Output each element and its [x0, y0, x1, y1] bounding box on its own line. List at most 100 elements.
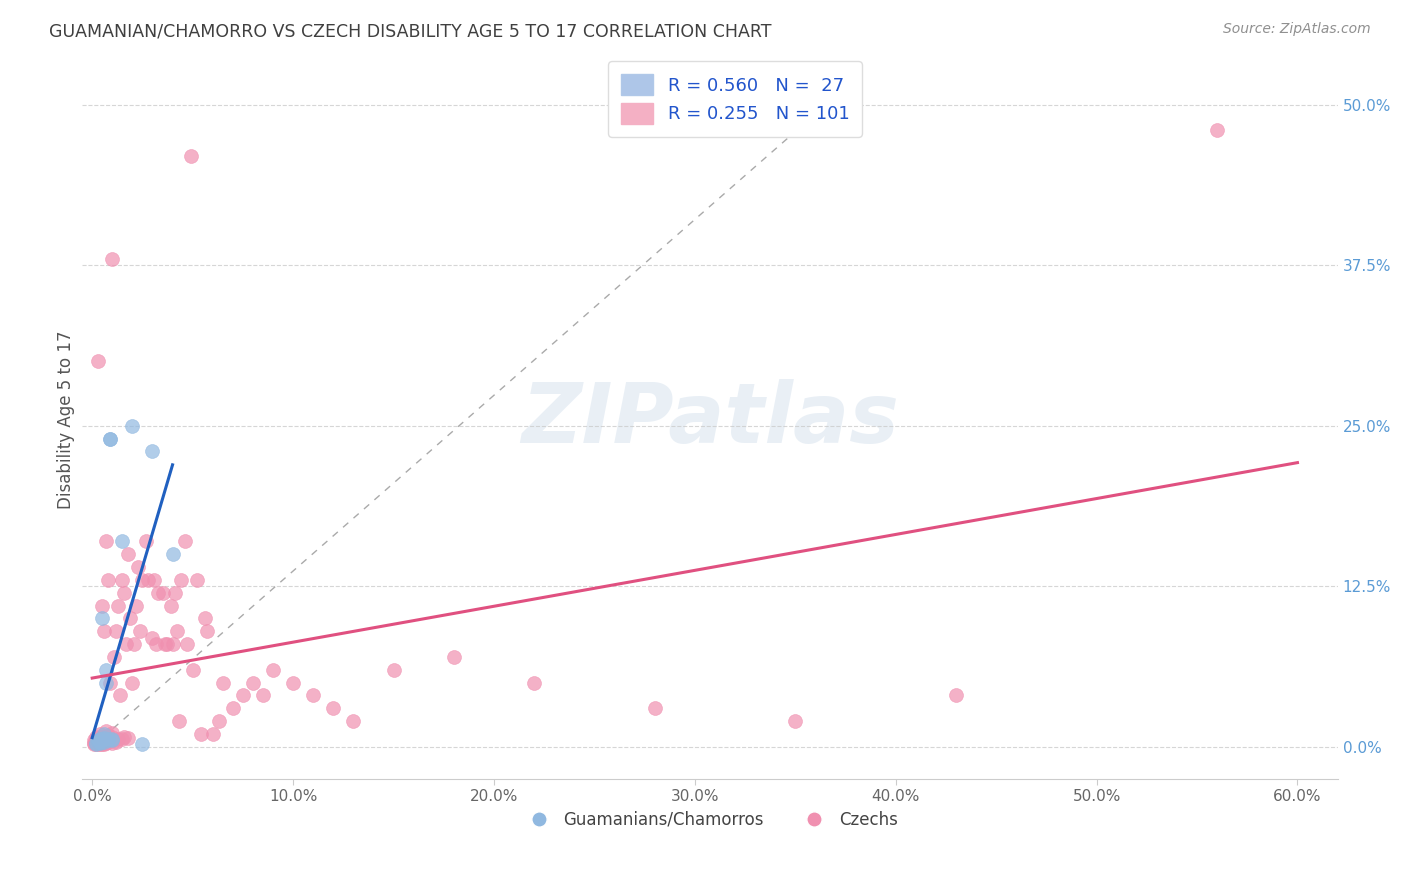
Point [89, 737, 111, 751]
Point [89, 734, 111, 748]
Point [87, 736, 110, 750]
Point [141, 631, 163, 645]
Point [96, 663, 118, 677]
Point [87, 737, 110, 751]
Point [83, 737, 105, 751]
Point [195, 624, 218, 639]
Point [93, 731, 115, 745]
Point [125, 599, 148, 613]
Point [121, 418, 143, 433]
Point [89, 734, 111, 748]
Point [84, 737, 107, 751]
Point [382, 663, 405, 677]
Point [97, 732, 120, 747]
Point [152, 585, 174, 599]
Point [194, 611, 217, 625]
Point [201, 727, 224, 741]
Point [176, 637, 198, 651]
Point [84, 736, 107, 750]
Point [180, 149, 202, 163]
Point [181, 663, 204, 677]
Point [101, 725, 124, 739]
Point [163, 585, 186, 599]
Point [138, 573, 160, 587]
Point [87, 354, 110, 368]
Point [232, 689, 254, 703]
Point [96, 724, 118, 739]
Point [127, 560, 149, 574]
Point [120, 611, 142, 625]
Point [91, 733, 114, 747]
Point [124, 637, 146, 651]
Point [89, 732, 111, 747]
Point [162, 637, 184, 651]
Point [208, 714, 231, 728]
Point [111, 732, 134, 747]
Point [1206, 123, 1229, 137]
Point [101, 252, 124, 266]
Point [93, 734, 115, 748]
Point [83, 733, 105, 747]
Point [190, 727, 212, 741]
Point [143, 573, 166, 587]
Point [105, 624, 128, 639]
Point [111, 573, 134, 587]
Point [117, 731, 139, 745]
Point [93, 734, 115, 748]
Point [302, 689, 325, 703]
Point [121, 675, 143, 690]
Point [148, 585, 170, 599]
Point [89, 730, 111, 744]
Point [186, 573, 208, 587]
Point [96, 675, 118, 690]
Point [98, 432, 121, 446]
Point [91, 730, 114, 744]
Point [252, 689, 274, 703]
Point [93, 737, 115, 751]
Point [89, 732, 111, 747]
Point [153, 637, 176, 651]
Text: ZIPatlas: ZIPatlas [522, 379, 898, 459]
Point [96, 534, 118, 549]
Text: GUAMANIAN/CHAMORRO VS CZECH DISABILITY AGE 5 TO 17 CORRELATION CHART: GUAMANIAN/CHAMORRO VS CZECH DISABILITY A… [49, 22, 772, 40]
Point [96, 730, 118, 744]
Point [322, 701, 344, 715]
Point [98, 675, 121, 690]
Point [101, 736, 124, 750]
Point [83, 736, 105, 750]
Point [101, 733, 124, 747]
Point [785, 714, 807, 728]
Point [945, 689, 967, 703]
Point [101, 732, 124, 747]
Point [87, 733, 110, 747]
Point [91, 599, 114, 613]
Point [98, 432, 121, 446]
Legend: Guamanians/Chamorros, Czechs: Guamanians/Chamorros, Czechs [515, 804, 904, 835]
Point [103, 649, 125, 664]
Point [131, 573, 153, 587]
Point [112, 730, 135, 744]
Point [211, 675, 233, 690]
Point [169, 573, 191, 587]
Point [131, 737, 153, 751]
Point [162, 547, 184, 561]
Point [117, 547, 139, 561]
Point [91, 737, 114, 751]
Point [93, 624, 115, 639]
Point [262, 663, 284, 677]
Point [155, 637, 177, 651]
Point [443, 649, 465, 664]
Point [91, 733, 114, 747]
Point [101, 733, 124, 747]
Point [107, 599, 129, 613]
Point [93, 731, 115, 745]
Point [101, 730, 124, 744]
Point [84, 737, 107, 751]
Point [87, 734, 110, 748]
Point [97, 733, 120, 747]
Point [167, 714, 190, 728]
Point [145, 637, 167, 651]
Point [115, 637, 138, 651]
Point [110, 689, 132, 703]
Y-axis label: Disability Age 5 to 17: Disability Age 5 to 17 [58, 330, 75, 508]
